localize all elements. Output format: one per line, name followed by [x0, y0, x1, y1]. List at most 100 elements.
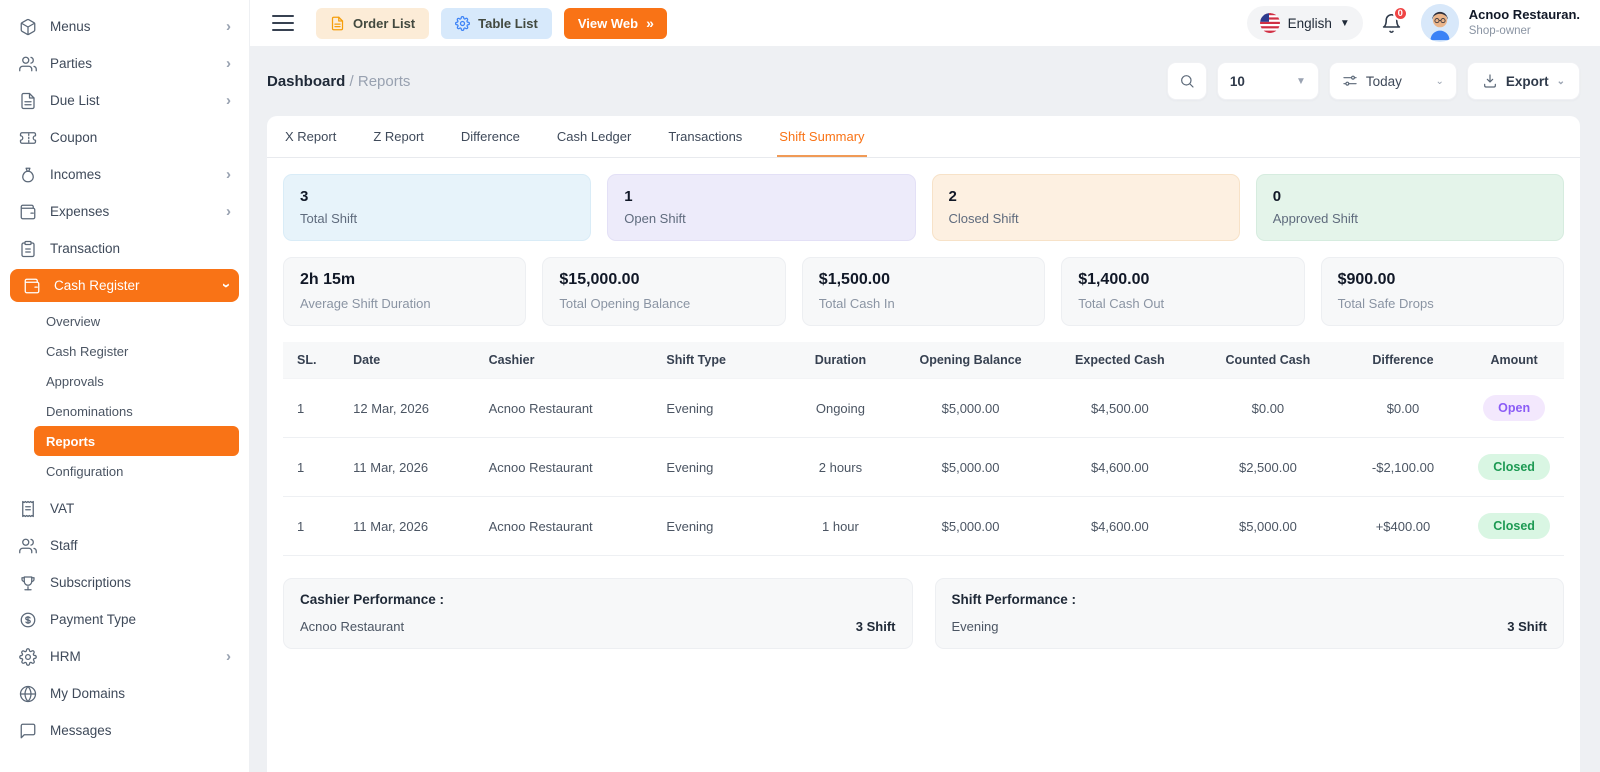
tab-cash-ledger[interactable]: Cash Ledger [556, 129, 632, 144]
breadcrumb: Dashboard / Reports [267, 72, 411, 90]
table-row: 1 11 Mar, 2026 Acnoo Restaurant Evening … [283, 496, 1564, 556]
chevron-right-icon: › [226, 648, 231, 665]
sidebar-item-due-list[interactable]: Due List › [0, 82, 249, 119]
sidebar-item-parties[interactable]: Parties › [0, 45, 249, 82]
search-button[interactable] [1166, 62, 1207, 100]
shift-summary-content: 3 Total Shift 1 Open Shift 2 Closed Shif… [267, 158, 1580, 665]
total-cash-in-card: $1,500.00 Total Cash In [801, 257, 1046, 326]
sidebar-item-incomes[interactable]: Incomes › [0, 156, 249, 193]
cashier-performance-card: Cashier Performance : Acnoo Restaurant 3… [283, 578, 913, 649]
submenu-item-cash-register[interactable]: Cash Register [46, 343, 129, 359]
difference-value: $0.00 [1341, 378, 1465, 438]
total-safe-drops-card: $900.00 Total Safe Drops [1320, 257, 1564, 326]
sidebar-item-staff[interactable]: Staff [0, 527, 249, 564]
cube-icon [18, 17, 37, 36]
user-menu[interactable]: Acnoo Restauran. Shop-owner [1420, 4, 1580, 42]
chevron-down-icon: ⌄ [1556, 75, 1565, 87]
wallet-icon [18, 202, 37, 221]
avg-shift-duration-card: 2h 15m Average Shift Duration [283, 257, 527, 326]
breadcrumb-dashboard[interactable]: Dashboard [267, 72, 346, 90]
shift-summary-table: SL. Date Cashier Shift Type Duration Ope… [283, 342, 1564, 556]
clipboard-icon [18, 239, 37, 258]
caret-down-icon: ▼ [1339, 17, 1350, 29]
total-opening-balance-card: $15,000.00 Total Opening Balance [542, 257, 786, 326]
view-web-button[interactable]: View Web » [563, 7, 667, 39]
users-icon [18, 54, 37, 73]
notifications-button[interactable]: 0 [1379, 6, 1408, 36]
table-gear-icon [455, 15, 471, 31]
status-badge: Closed [1478, 513, 1550, 539]
chevron-down-icon: ⌄ [1435, 75, 1444, 87]
submenu-item-denominations[interactable]: Denominations [46, 403, 133, 419]
closed-shift-card: 2 Closed Shift [931, 174, 1240, 241]
download-icon [1483, 74, 1496, 88]
sliders-icon [1343, 75, 1357, 86]
caret-down-icon: ▼ [1295, 75, 1306, 87]
tab-difference[interactable]: Difference [460, 129, 520, 144]
topbar: Order List Table List View Web » English… [250, 0, 1600, 46]
sidebar-item-transaction[interactable]: Transaction [0, 230, 249, 267]
sidebar-item-subscriptions[interactable]: Subscriptions [0, 564, 249, 601]
sidebar-item-vat[interactable]: VAT [0, 490, 249, 527]
stat-cards: 3 Total Shift 1 Open Shift 2 Closed Shif… [283, 174, 1564, 241]
file-icon [18, 91, 37, 110]
sidebar-item-coupon[interactable]: Coupon [0, 119, 249, 156]
double-chevron-right-icon: » [646, 15, 654, 31]
order-list-button[interactable]: Order List [316, 7, 430, 39]
main-area: Order List Table List View Web » English… [250, 0, 1600, 772]
chevron-right-icon: › [226, 92, 231, 109]
page-header: Dashboard / Reports 10 ▼ Today ⌄ [250, 46, 1600, 116]
status-badge: Open [1483, 395, 1546, 421]
page-size-select[interactable]: 10 ▼ [1216, 62, 1319, 100]
export-button[interactable]: Export ⌄ [1466, 62, 1580, 100]
submenu-item-approvals[interactable]: Approvals [46, 373, 104, 389]
trophy-icon [18, 573, 37, 592]
total-shift-card: 3 Total Shift [283, 174, 592, 241]
submenu-item-configuration[interactable]: Configuration [46, 463, 124, 479]
tab-z-report[interactable]: Z Report [373, 129, 424, 144]
chevron-right-icon: › [226, 55, 231, 72]
approved-shift-card: 0 Approved Shift [1255, 174, 1564, 241]
sidebar-item-cash-register[interactable]: Cash Register › [10, 269, 239, 302]
sidebar-item-expenses[interactable]: Expenses › [0, 193, 249, 230]
difference-value: +$400.00 [1341, 496, 1465, 556]
money-bag-icon [18, 165, 37, 184]
order-document-icon [331, 16, 344, 30]
submenu-item-reports[interactable]: Reports [34, 426, 239, 456]
report-tabs: X Report Z Report Difference Cash Ledger… [267, 116, 1580, 158]
sidebar-item-messages[interactable]: Messages [0, 712, 249, 749]
submenu-item-overview[interactable]: Overview [46, 313, 101, 329]
coin-icon [18, 610, 37, 629]
shift-performance-card: Shift Performance : Evening 3 Shift [934, 578, 1564, 649]
date-filter-select[interactable]: Today ⌄ [1328, 62, 1457, 100]
tab-transactions[interactable]: Transactions [668, 129, 743, 144]
sidebar: Menus › Parties › Due List › Coupon Inco… [0, 0, 250, 772]
performance-section: Cashier Performance : Acnoo Restaurant 3… [283, 578, 1564, 649]
ticket-icon [18, 128, 37, 147]
content-panel: X Report Z Report Difference Cash Ledger… [267, 116, 1580, 772]
table-list-button[interactable]: Table List [441, 7, 552, 39]
chevron-down-icon: › [218, 283, 235, 288]
table-row: 1 12 Mar, 2026 Acnoo Restaurant Evening … [283, 378, 1564, 438]
sidebar-item-menus[interactable]: Menus › [0, 8, 249, 45]
tab-shift-summary[interactable]: Shift Summary [777, 116, 867, 157]
users-icon [18, 536, 37, 555]
sidebar-item-my-domains[interactable]: My Domains [0, 675, 249, 712]
receipt-icon [18, 499, 37, 518]
tab-x-report[interactable]: X Report [285, 129, 337, 144]
globe-icon [18, 684, 37, 703]
sidebar-item-hrm[interactable]: HRM › [0, 638, 249, 675]
page-controls: 10 ▼ Today ⌄ Export ⌄ [1166, 62, 1580, 100]
sidebar-item-payment-type[interactable]: Payment Type [0, 601, 249, 638]
language-selector[interactable]: English ▼ [1246, 6, 1363, 40]
user-role: Shop-owner [1468, 24, 1531, 37]
chevron-right-icon: › [226, 18, 231, 35]
topbar-right: English ▼ 0 Acnoo Restauran. Shop-owner [1246, 4, 1580, 42]
table-row: 1 11 Mar, 2026 Acnoo Restaurant Evening … [283, 437, 1564, 497]
cash-register-icon [22, 276, 41, 295]
status-badge: Closed [1478, 454, 1550, 480]
hamburger-menu-icon[interactable] [272, 15, 294, 31]
table-header-row: SL. Date Cashier Shift Type Duration Ope… [283, 342, 1564, 379]
total-cash-out-card: $1,400.00 Total Cash Out [1061, 257, 1305, 326]
